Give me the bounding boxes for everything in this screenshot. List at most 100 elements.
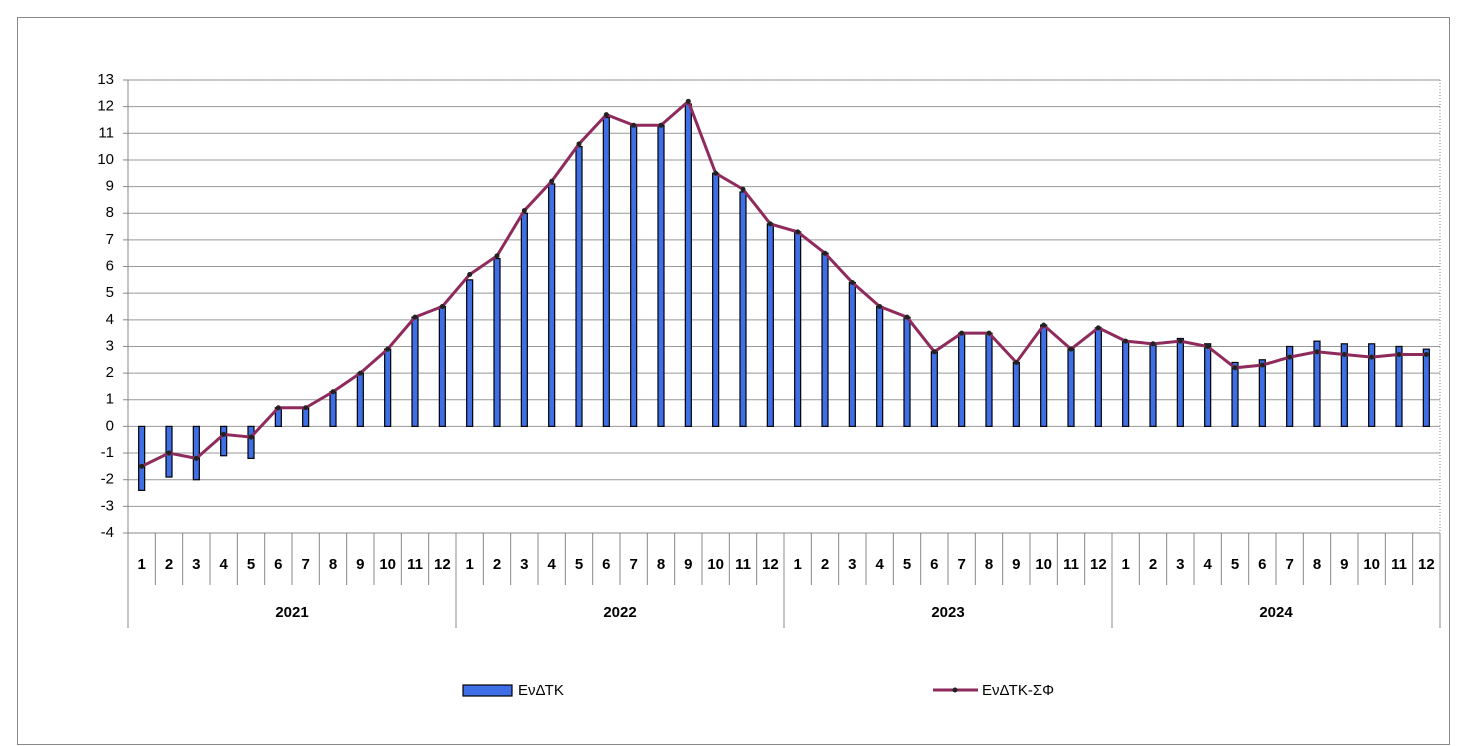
bar (520, 212, 528, 428)
x-tick-label: 8 (985, 556, 993, 573)
line-marker (1123, 338, 1129, 344)
line-marker (303, 405, 309, 411)
x-tick-label: 10 (707, 556, 724, 573)
line-marker (467, 272, 473, 278)
bar (438, 305, 446, 428)
bar (247, 425, 255, 459)
bar (1122, 340, 1130, 428)
x-tick-label: 8 (329, 556, 337, 573)
x-tick-label: 1 (465, 556, 473, 573)
x-tick-label: 9 (356, 556, 364, 573)
y-tick-label: 11 (98, 124, 114, 141)
bar (575, 146, 583, 428)
line-marker (740, 186, 746, 192)
x-tick-label: 7 (301, 556, 309, 573)
x-tick-label: 10 (1363, 556, 1380, 573)
y-tick-label: 8 (106, 204, 114, 221)
x-tick-label: 11 (407, 556, 423, 573)
line-marker (1423, 351, 1429, 357)
bar (1231, 361, 1239, 428)
legend-label: ΕνΔΤΚ (518, 682, 564, 699)
bar (602, 116, 610, 428)
y-tick-label: 4 (106, 311, 114, 328)
bar (1258, 359, 1266, 428)
legend-swatch (462, 684, 513, 697)
bar (739, 191, 747, 428)
bar (684, 103, 692, 428)
bar (1395, 345, 1403, 428)
legend-label: ΕνΔΤΚ-ΣΦ (982, 682, 1054, 699)
line-marker (1041, 322, 1047, 328)
y-tick-label: 12 (97, 98, 114, 115)
line-marker (248, 434, 254, 440)
line-marker (576, 141, 582, 147)
x-tick-label: 10 (379, 556, 396, 573)
x-tick-label: 11 (1391, 556, 1407, 573)
line-marker (849, 280, 855, 286)
x-tick-label: 2 (821, 556, 829, 573)
line-marker (1314, 349, 1320, 355)
line-marker (713, 170, 719, 176)
line (141, 98, 1427, 468)
x-tick-label: 4 (875, 556, 884, 573)
line-marker (1150, 341, 1156, 347)
y-tick-label: -2 (101, 471, 114, 488)
x-tick-label: 6 (1258, 556, 1266, 573)
x-tick-label: 8 (1313, 556, 1321, 573)
line-marker (1095, 325, 1101, 331)
line-marker (1068, 346, 1074, 352)
line-marker (494, 253, 500, 259)
group-label: 2024 (1259, 604, 1293, 621)
bar (493, 257, 501, 428)
line-marker (1396, 351, 1402, 357)
line-marker (603, 112, 609, 118)
bar (930, 351, 938, 428)
line-marker (904, 314, 910, 320)
bar (657, 124, 665, 428)
bar (1094, 327, 1102, 428)
x-tick-label: 5 (247, 556, 255, 573)
x-tick-label: 3 (848, 556, 856, 573)
x-tick-label: 2 (1149, 556, 1157, 573)
line-marker (1177, 338, 1183, 344)
x-tick-label: 1 (1121, 556, 1129, 573)
x-tick-label: 6 (602, 556, 610, 573)
bar (1422, 348, 1430, 428)
bar (192, 425, 200, 481)
x-tick-label: 5 (903, 556, 911, 573)
bar (876, 305, 884, 428)
y-tick-label: -1 (101, 444, 114, 461)
x-tick-label: 2 (493, 556, 501, 573)
bar (1204, 343, 1212, 428)
x-tick-label: 9 (1012, 556, 1020, 573)
line-marker (1287, 354, 1293, 360)
bar (1313, 340, 1321, 428)
y-tick-label: 5 (106, 284, 114, 301)
line-marker (330, 389, 336, 395)
bar (466, 279, 474, 428)
line-marker (767, 221, 773, 227)
x-tick-label: 4 (547, 556, 556, 573)
bar (848, 281, 856, 428)
bar (548, 183, 556, 428)
x-tick-label: 5 (575, 556, 583, 573)
y-tick-label: -4 (101, 524, 114, 541)
bar (794, 231, 802, 428)
line-marker (1259, 362, 1265, 368)
x-tick-label: 12 (1418, 556, 1435, 573)
x-tick-label: 1 (793, 556, 801, 573)
line-marker (658, 122, 664, 128)
bar (958, 332, 966, 428)
x-tick-label: 1 (137, 556, 145, 573)
line-marker (166, 450, 172, 456)
bar (356, 372, 364, 428)
y-tick-label: 2 (106, 364, 114, 381)
line-marker (931, 349, 937, 355)
line-marker (1205, 343, 1211, 349)
line-marker (959, 330, 965, 336)
bar (384, 348, 392, 428)
y-tick-label: 0 (106, 417, 114, 434)
x-tick-label: 4 (1203, 556, 1212, 573)
x-tick-label: 3 (192, 556, 200, 573)
